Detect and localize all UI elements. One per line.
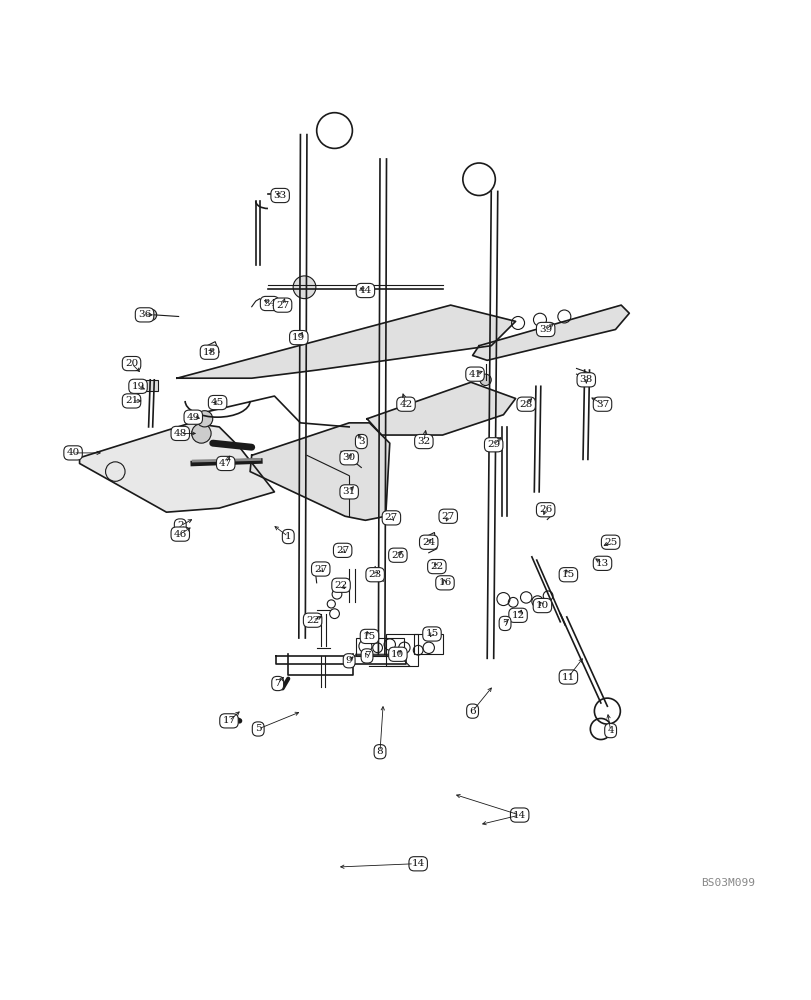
Text: 44: 44 (358, 286, 371, 295)
Text: 3: 3 (358, 437, 364, 446)
Text: 20: 20 (125, 359, 138, 368)
Text: 37: 37 (595, 400, 608, 409)
Text: 27: 27 (441, 512, 454, 521)
Text: 22: 22 (306, 616, 319, 625)
Text: 49: 49 (187, 413, 200, 422)
Circle shape (479, 374, 491, 386)
Text: 22: 22 (334, 581, 347, 590)
Text: 7: 7 (274, 679, 281, 688)
Text: 27: 27 (336, 546, 349, 555)
Text: 41: 41 (468, 370, 481, 379)
Text: 7: 7 (363, 651, 370, 660)
Text: 48: 48 (174, 429, 187, 438)
Text: 30: 30 (342, 453, 355, 462)
Text: 15: 15 (363, 632, 375, 641)
Text: 46: 46 (174, 530, 187, 539)
Circle shape (293, 276, 315, 299)
Text: 36: 36 (138, 310, 151, 319)
Polygon shape (250, 423, 389, 520)
Text: 27: 27 (384, 513, 397, 522)
Text: 32: 32 (417, 437, 430, 446)
Text: 2: 2 (177, 521, 183, 530)
Text: 13: 13 (595, 559, 608, 568)
Text: 42: 42 (399, 400, 412, 409)
Text: 39: 39 (539, 325, 551, 334)
Text: 1: 1 (285, 532, 291, 541)
Text: 29: 29 (487, 440, 500, 449)
Text: 18: 18 (203, 348, 216, 357)
Text: 16: 16 (438, 578, 451, 587)
Text: 45: 45 (211, 398, 224, 407)
Text: 7: 7 (501, 619, 508, 628)
Text: 24: 24 (422, 538, 435, 547)
Text: 33: 33 (273, 191, 286, 200)
Text: 38: 38 (579, 375, 592, 384)
Text: 34: 34 (263, 299, 276, 308)
Text: 47: 47 (219, 459, 232, 468)
Text: 26: 26 (391, 551, 404, 560)
Polygon shape (177, 305, 515, 378)
Text: 19: 19 (131, 382, 144, 391)
Text: BS03M099: BS03M099 (700, 878, 754, 888)
Text: 40: 40 (67, 448, 79, 457)
Text: 27: 27 (314, 565, 327, 574)
FancyBboxPatch shape (139, 380, 157, 391)
Text: 22: 22 (430, 562, 443, 571)
Circle shape (196, 411, 212, 427)
Text: 27: 27 (276, 301, 289, 310)
Text: 25: 25 (603, 538, 616, 547)
Polygon shape (79, 423, 274, 512)
Bar (385, 634, 418, 666)
Text: 23: 23 (368, 570, 381, 579)
Text: 15: 15 (425, 629, 438, 638)
Text: 14: 14 (411, 859, 424, 868)
Text: 15: 15 (561, 570, 574, 579)
Text: 19: 19 (292, 333, 305, 342)
Text: 26: 26 (539, 505, 551, 514)
Text: 17: 17 (222, 716, 235, 725)
Bar (355, 638, 404, 656)
Text: 12: 12 (511, 611, 524, 620)
Polygon shape (367, 382, 515, 435)
Text: 6: 6 (469, 707, 475, 716)
Polygon shape (472, 305, 629, 360)
Text: 4: 4 (607, 726, 613, 735)
Circle shape (191, 424, 211, 443)
Text: 8: 8 (376, 747, 383, 756)
Circle shape (145, 309, 157, 321)
Text: 5: 5 (255, 724, 261, 733)
Text: 10: 10 (391, 650, 404, 659)
Text: 14: 14 (513, 811, 526, 820)
Text: 31: 31 (342, 487, 355, 496)
Bar (414, 634, 442, 654)
Text: 10: 10 (535, 601, 548, 610)
Text: 9: 9 (345, 656, 352, 665)
Text: 11: 11 (561, 673, 574, 682)
Text: 28: 28 (519, 400, 532, 409)
Text: 21: 21 (125, 396, 138, 405)
